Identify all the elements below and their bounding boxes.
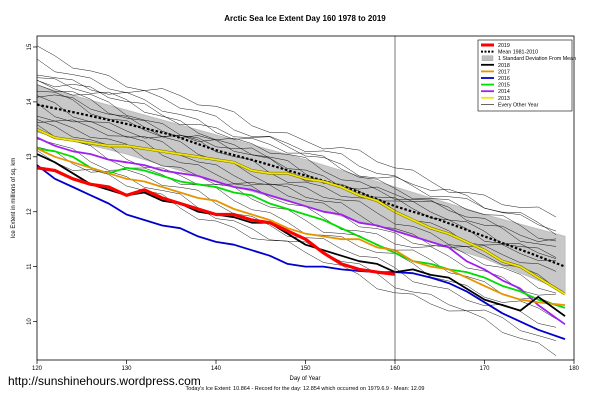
legend-label: 2013: [498, 96, 510, 102]
legend-label: Mean 1981-2010: [498, 50, 538, 56]
legend-label: 2016: [498, 76, 510, 82]
series-line-2014: [36, 136, 566, 326]
every-other-year-line: [36, 138, 557, 328]
legend-label: Every Other Year: [498, 102, 539, 108]
every-other-year-line: [36, 115, 557, 294]
y-tick-label: 15: [27, 43, 33, 50]
series-line-2017: [36, 147, 566, 306]
y-tick-label: 10: [27, 318, 33, 325]
legend-label: 2018: [498, 63, 510, 69]
series-line-2016: [36, 164, 566, 340]
x-tick-label: 170: [479, 366, 490, 372]
every-other-year-line: [36, 102, 557, 289]
every-other-year-line: [36, 95, 557, 272]
series-lines: [36, 128, 566, 340]
x-axis-label: Day of Year: [289, 376, 320, 382]
x-tick-label: 180: [569, 366, 580, 372]
y-tick-label: 11: [27, 263, 33, 270]
legend-label: 2014: [498, 89, 510, 95]
legend-label: 2015: [498, 83, 510, 89]
every-other-year-line: [36, 146, 557, 341]
watermark-url: http://sunshinehours.wordpress.com: [8, 374, 201, 388]
footer-stats: Today's Ice Extent: 10.864 - Record for …: [186, 386, 425, 392]
y-tick-label: 12: [27, 208, 33, 215]
legend-label: 2019: [498, 43, 510, 49]
plot-area: [36, 36, 566, 360]
series-line-2013: [36, 128, 566, 295]
x-tick-label: 160: [390, 366, 401, 372]
every-other-year-line: [36, 77, 557, 247]
x-tick-label: 140: [211, 366, 222, 372]
x-tick-label: 130: [121, 366, 132, 372]
every-other-year-line: [36, 124, 557, 320]
x-tick-label: 150: [300, 366, 311, 372]
mean-1981-2010-line: [36, 103, 566, 268]
legend-box: [477, 39, 573, 112]
x-axis: 120 130 140 150 160 170 180: [32, 360, 580, 372]
legend-label: 2017: [498, 69, 510, 75]
every-other-year-line: [36, 150, 557, 356]
legend-swatch: [481, 55, 494, 61]
every-other-year-lines: [36, 45, 557, 356]
every-other-year-line: [36, 79, 557, 258]
legend-label: 1 Standard Deviation From Mean: [498, 56, 576, 62]
every-other-year-line: [36, 45, 557, 218]
every-other-year-line: [36, 94, 557, 242]
series-line-2015: [36, 147, 566, 309]
y-tick-label: 13: [27, 153, 33, 160]
y-axis: 10 11 12 13 14 15: [27, 43, 37, 325]
every-other-year-line: [36, 80, 557, 232]
every-other-year-line: [36, 119, 557, 306]
chart-title: Arctic Sea Ice Extent Day 160 1978 to 20…: [224, 14, 386, 23]
every-other-year-line: [36, 74, 557, 242]
y-axis-label: Ice Extent in millions of sq. km: [11, 158, 17, 239]
y-tick-label: 14: [27, 98, 33, 105]
every-other-year-line: [36, 58, 557, 235]
every-other-year-line: [36, 120, 557, 296]
series-line-2019: [36, 166, 396, 276]
x-tick-label: 120: [32, 366, 43, 372]
mean-line-layer: [36, 103, 566, 268]
